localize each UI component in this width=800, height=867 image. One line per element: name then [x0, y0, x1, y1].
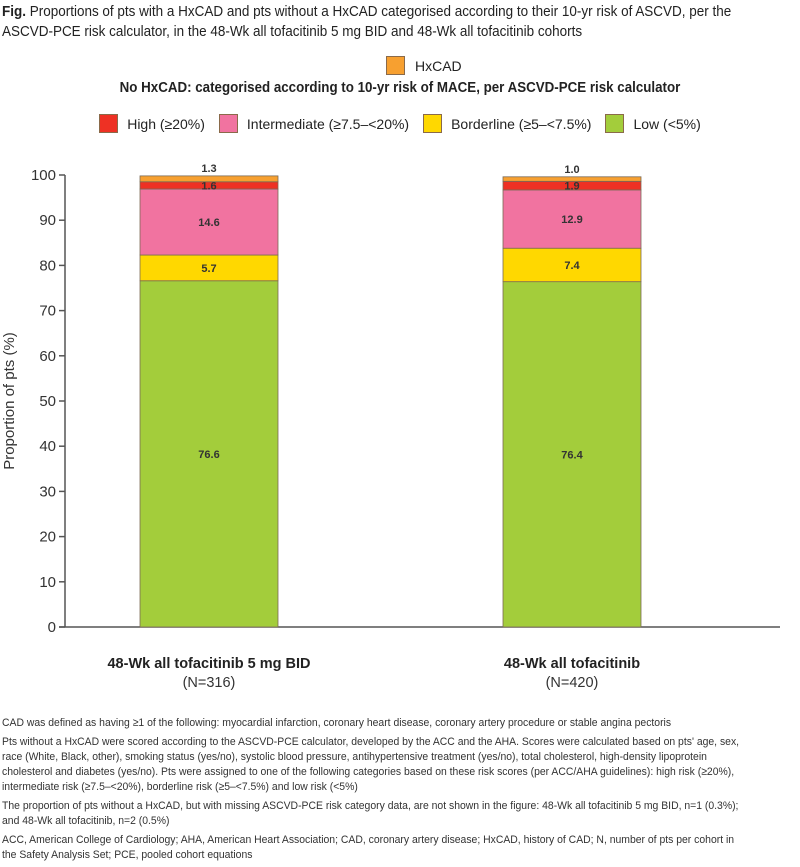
legend-subtitle: No HxCAD: categorised according to 10-yr…	[119, 80, 681, 96]
bar-segment	[502, 247, 642, 283]
bar-data-label: 5.7	[201, 263, 216, 275]
legend-item-high: High (≥20%)	[99, 114, 205, 133]
y-axis-label: Proportion of pts (%)	[1, 332, 18, 470]
category-n: (N=420)	[545, 675, 599, 691]
legend-label-low: Low (<5%)	[633, 115, 701, 132]
legend-swatch-high	[99, 114, 119, 133]
legend-swatch-borderline	[423, 114, 443, 133]
legend-label-intermediate: Intermediate (≥7.5–<20%)	[246, 115, 410, 132]
bar-segment	[502, 176, 642, 182]
category-name: 48-Wk all tofacitinib	[503, 656, 641, 672]
category-label-all-tofacitinib: 48-Wk all tofacitinib (N=420)	[422, 655, 722, 693]
y-tick-label: 0	[48, 619, 56, 636]
y-tick-label: 40	[39, 438, 56, 455]
legend-risk-categories: High (≥20%) Intermediate (≥7.5–<20%) Bor…	[0, 114, 800, 133]
legend-swatch-hxcad	[386, 56, 405, 75]
bar-data-label: 1.3	[201, 163, 216, 175]
y-tick-label: 10	[39, 574, 56, 591]
bar-segment	[139, 280, 279, 628]
legend-item-borderline: Borderline (≥5–<7.5%)	[423, 114, 591, 133]
figure-title-prefix: Fig.	[2, 4, 26, 20]
y-tick-label: 20	[39, 529, 56, 546]
y-tick-label: 80	[39, 257, 56, 274]
bar-segment	[139, 254, 279, 282]
figure-title: Fig. Proportions of pts with a HxCAD and…	[2, 2, 737, 42]
bar-stack: 76.6 5.7 14.6 1.6 1.3	[139, 163, 279, 628]
legend-swatch-intermediate	[218, 114, 238, 133]
y-tick-label: 50	[39, 393, 56, 410]
footnote-cad-definition: CAD was defined as having ≥1 of the foll…	[2, 717, 672, 729]
category-name: 48-Wk all tofacitinib 5 mg BID	[107, 656, 311, 672]
y-tick-label: 30	[39, 483, 56, 500]
bar-stack: 76.4 7.4 12.9 1.9 1.0	[502, 164, 642, 628]
legend-label-hxcad: HxCAD	[415, 57, 462, 74]
bar-data-label: 1.0	[564, 164, 579, 176]
legend-swatch-low	[605, 114, 625, 133]
category-n: (N=316)	[182, 675, 236, 691]
footnote-missing-data: The proportion of pts without a HxCAD, b…	[2, 800, 739, 827]
legend-item-low: Low (<5%)	[605, 114, 701, 133]
bar-data-label: 12.9	[561, 214, 582, 226]
bars: 76.6 5.7 14.6 1.6 1.3 76.4 7.4 12.9 1.9 1.0	[139, 163, 642, 628]
y-tick-label: 70	[39, 303, 56, 320]
stacked-bar-chart: 0 10 20 30 40 50 60 70 80 90 100 76.6 5.7 14.6 1.6 1.3…	[1, 163, 780, 636]
legend-label-high: High (≥20%)	[127, 115, 205, 132]
bar-segment	[139, 188, 279, 256]
bar-data-label: 76.6	[198, 449, 219, 461]
footnote-scoring: Pts without a HxCAD were scored accordin…	[2, 736, 740, 793]
category-label-5mg-bid: 48-Wk all tofacitinib 5 mg BID (N=316)	[59, 655, 359, 693]
y-tick-label: 100	[31, 167, 56, 184]
legend-hxcad: HxCAD	[386, 56, 462, 75]
y-tick-label: 90	[39, 212, 56, 229]
figure-title-text: Proportions of pts with a HxCAD and pts …	[2, 4, 732, 40]
legend-label-borderline: Borderline (≥5–<7.5%)	[451, 115, 592, 132]
bar-data-label: 14.6	[198, 217, 219, 229]
legend-item-intermediate: Intermediate (≥7.5–<20%)	[218, 114, 410, 133]
bar-segment	[502, 281, 642, 628]
bar-data-label: 7.4	[564, 260, 580, 272]
y-tick-label: 60	[39, 348, 56, 365]
footnotes: CAD was defined as having ≥1 of the foll…	[2, 716, 746, 867]
footnote-abbreviations: ACC, American College of Cardiology; AHA…	[2, 834, 735, 861]
bar-data-label: 76.4	[561, 449, 583, 461]
bar-data-label: 1.9	[564, 181, 579, 193]
bar-data-label: 1.6	[201, 180, 216, 192]
bar-segment	[502, 189, 642, 249]
bar-segment	[139, 175, 279, 183]
